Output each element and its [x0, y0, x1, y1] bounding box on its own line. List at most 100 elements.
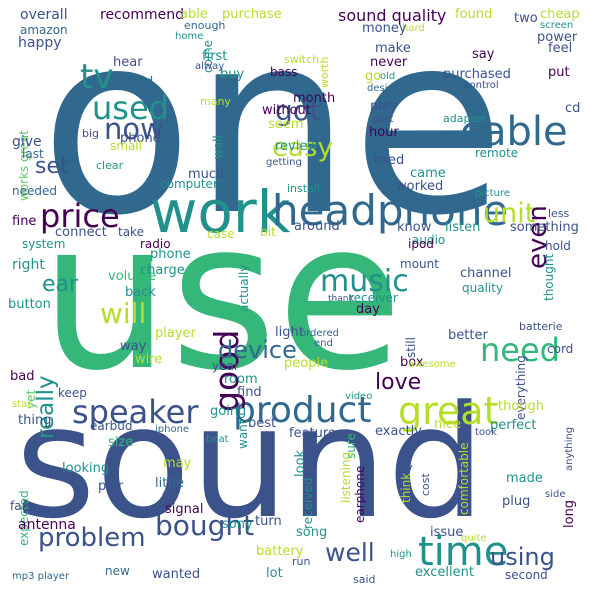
- word-came: came: [410, 166, 446, 181]
- word-feature: feature: [289, 426, 336, 441]
- word-try: try: [396, 461, 413, 475]
- word-bass: bass: [270, 65, 298, 79]
- word-system: system: [22, 237, 66, 251]
- word-hear: hear: [113, 55, 143, 70]
- word-work: work: [150, 178, 291, 246]
- word-last: last: [22, 147, 44, 161]
- word-channel: channel: [460, 266, 512, 281]
- word-problem: problem: [38, 523, 146, 553]
- word-will: will: [100, 297, 147, 330]
- word-time: time: [418, 529, 509, 575]
- word-great: great: [398, 389, 499, 433]
- word-mount: mount: [400, 257, 439, 271]
- word-tv: tv: [80, 57, 114, 97]
- word-two: two: [514, 11, 538, 26]
- word-put: put: [548, 65, 570, 80]
- word-quite: quite: [461, 533, 487, 544]
- word-switch: switch: [284, 53, 320, 66]
- word-device: device: [218, 336, 297, 364]
- word-ipod: ipod: [408, 237, 434, 251]
- word-play: play: [370, 99, 398, 114]
- word-phone: phone: [120, 131, 161, 146]
- word-case: case: [207, 227, 235, 241]
- word-want: want: [236, 419, 250, 449]
- word-may: may: [163, 456, 192, 471]
- word-battery: battery: [256, 544, 304, 559]
- word-thing: thing: [18, 413, 52, 428]
- word-hold: hold: [545, 239, 571, 253]
- word-install: install: [287, 182, 320, 195]
- word-overall: overall: [20, 7, 68, 23]
- word-tried: tried: [374, 153, 405, 168]
- word-audio: audio: [412, 233, 446, 247]
- word-earbud: earbud: [90, 419, 133, 433]
- word-less: less: [548, 207, 570, 220]
- word-price: price: [40, 197, 120, 235]
- word-pair: pair: [98, 479, 124, 494]
- word-really: really: [33, 375, 59, 439]
- word-room: room: [224, 372, 258, 387]
- word-excellent: excellent: [415, 565, 474, 580]
- word-hard: hard: [402, 23, 425, 34]
- word-bought: bought: [155, 509, 255, 542]
- word-volume: volume: [108, 269, 157, 284]
- word-need: need: [480, 331, 560, 369]
- word-picture: picture: [475, 188, 510, 199]
- word-recommend: recommend: [100, 7, 184, 23]
- word-quality: quality: [462, 281, 504, 295]
- word-look: look: [293, 449, 308, 477]
- word-wall: wall: [211, 135, 225, 159]
- word-took: took: [475, 427, 497, 438]
- word-alway: alway: [195, 61, 225, 72]
- word-keep: keep: [58, 386, 87, 400]
- word-headphone: headphone: [272, 186, 509, 235]
- word-issue: issue: [430, 525, 464, 540]
- word-think: think: [399, 472, 413, 503]
- word-new: new: [105, 564, 130, 578]
- word-give: give: [12, 134, 42, 150]
- word-take: take: [118, 225, 144, 239]
- word-turn: turn: [255, 514, 282, 529]
- word-hour: hour: [369, 125, 399, 140]
- word-fit: fit: [162, 490, 176, 505]
- word-say: say: [472, 47, 495, 62]
- word-bad: bad: [10, 369, 35, 384]
- word-wire: wire: [135, 352, 163, 367]
- word-signal: signal: [165, 502, 204, 517]
- word-home: home: [175, 31, 204, 42]
- word-side: side: [545, 489, 566, 500]
- word-month: month: [293, 91, 336, 106]
- word-exactly: exactly: [375, 424, 422, 439]
- word-part: part: [373, 114, 394, 125]
- word-earphone: earphone: [353, 465, 367, 523]
- word-cord: cord: [547, 342, 574, 356]
- word-end: end: [314, 338, 333, 349]
- word-year: year: [212, 359, 239, 373]
- word-batterie: batterie: [519, 320, 563, 333]
- word-never: never: [370, 55, 408, 70]
- word-worth: worth: [318, 56, 331, 88]
- word-speaker: speaker: [72, 393, 199, 431]
- word-people: people: [284, 356, 329, 371]
- word-found: found: [455, 7, 493, 22]
- word-clear: clear: [96, 159, 124, 172]
- word-high: high: [390, 549, 412, 560]
- word-best: best: [248, 416, 277, 431]
- word-anything: anything: [564, 426, 575, 471]
- word-getting: getting: [266, 157, 302, 168]
- word-sound-quality: sound quality: [338, 6, 447, 25]
- word-bit: bit: [260, 225, 276, 239]
- word-light: light: [275, 325, 304, 340]
- word-though: though: [498, 399, 545, 414]
- word-far: far: [10, 499, 27, 513]
- word-thought: thought: [542, 253, 556, 301]
- word-made: made: [506, 471, 543, 486]
- word-read: read: [124, 75, 154, 90]
- word-control: control: [464, 80, 499, 91]
- word-thank: thank: [328, 294, 354, 304]
- word-iphone: iphone: [155, 424, 190, 435]
- word-mp3-player: mp3 player: [12, 571, 70, 582]
- word-phone: phone: [150, 247, 191, 262]
- word-know: know: [397, 220, 432, 235]
